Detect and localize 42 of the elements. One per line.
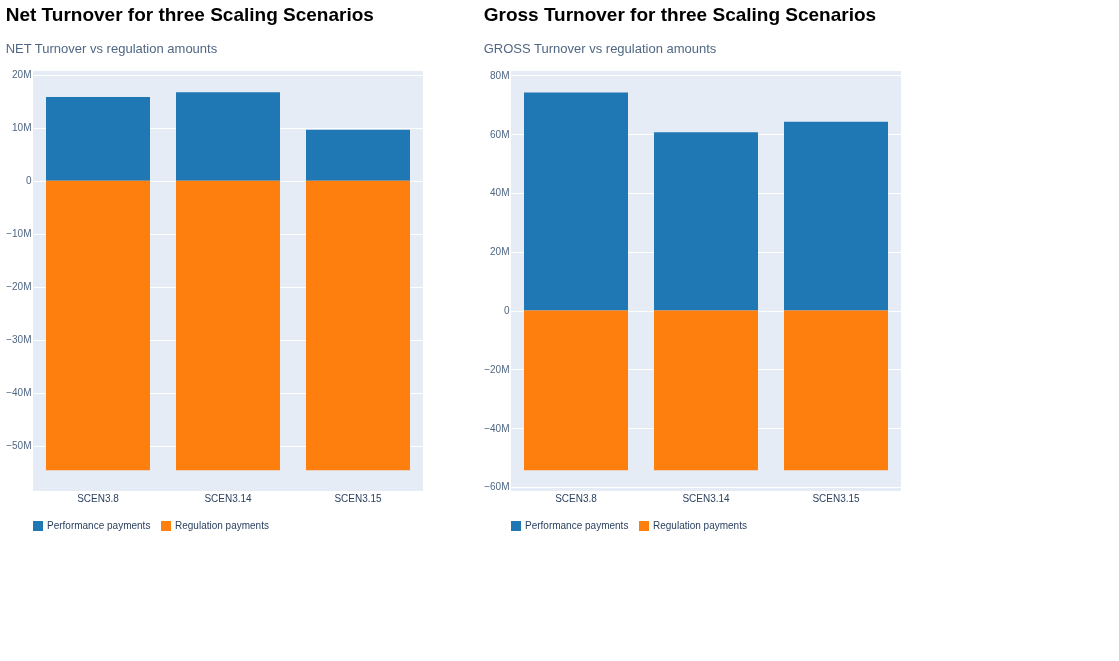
x-tick-label: SCEN3.15 (334, 492, 383, 504)
bar (654, 310, 758, 471)
bar (176, 180, 280, 471)
bar (46, 96, 150, 181)
chart-subtitle: GROSS Turnover vs regulation amounts (483, 41, 717, 57)
y-tick-label: 0 (25, 175, 32, 187)
y-tick-label: 40M (490, 187, 510, 199)
y-tick-label: −60M (484, 481, 510, 493)
x-tick-label: SCEN3.8 (77, 492, 120, 504)
x-tick-label: SCEN3.8 (555, 492, 598, 504)
y-tick-label: −30M (6, 334, 32, 346)
x-tick-label: SCEN3.14 (204, 492, 253, 504)
x-tick-label: SCEN3.14 (682, 492, 731, 504)
bar (176, 92, 280, 181)
legend-label: Regulation payments (653, 520, 747, 531)
bar (524, 310, 628, 471)
y-tick-label: −20M (6, 281, 32, 293)
y-tick-label: 60M (490, 128, 510, 140)
bar (306, 180, 410, 471)
y-tick-label: 80M (490, 69, 510, 81)
legend-label: Performance payments (525, 520, 629, 531)
y-tick-label: 0 (503, 305, 510, 317)
y-tick-label: −40M (484, 422, 510, 434)
y-tick-label: 10M (12, 122, 32, 134)
legend-label: Regulation payments (175, 520, 269, 531)
bar (46, 180, 150, 471)
chart-title: Net Turnover for three Scaling Scenarios (5, 3, 374, 25)
bar (784, 310, 888, 471)
bar (784, 121, 888, 311)
bar (524, 92, 628, 311)
chart-title: Gross Turnover for three Scaling Scenarios (483, 4, 877, 26)
y-tick-label: −50M (6, 440, 32, 452)
chart-subtitle: NET Turnover vs regulation amounts (5, 40, 218, 56)
x-tick-label: SCEN3.15 (812, 492, 861, 504)
y-tick-label: −40M (6, 387, 32, 399)
y-tick-label: −20M (484, 363, 510, 375)
bar (654, 132, 758, 311)
y-tick-label: 20M (490, 246, 510, 258)
y-tick-label: −10M (6, 228, 32, 240)
y-tick-label: 20M (12, 69, 32, 81)
bar (306, 129, 410, 181)
legend-label: Performance payments (47, 520, 151, 531)
